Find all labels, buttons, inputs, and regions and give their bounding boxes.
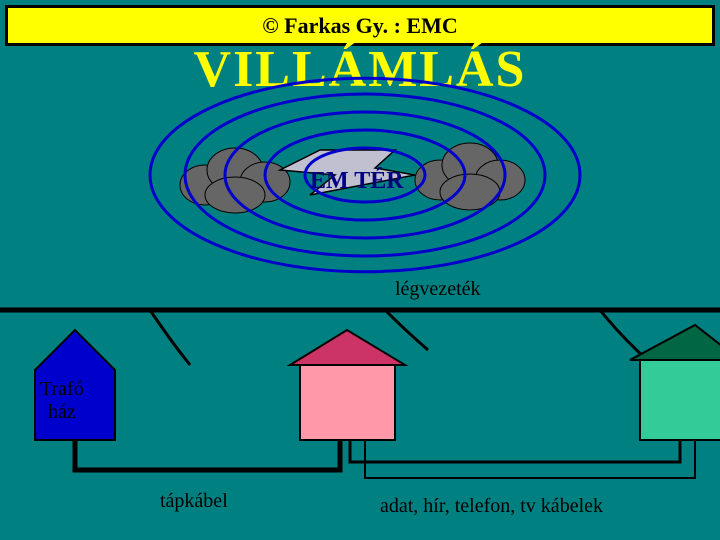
data-cable-line-2 (365, 440, 695, 478)
drop-line-2 (385, 310, 428, 350)
overhead-line-label: légvezeték (395, 278, 481, 301)
data-cable-label: adat, hír, telefon, tv kábelek (380, 495, 603, 518)
drop-line-1 (150, 310, 190, 365)
trafo-label: Trafó ház (40, 378, 84, 424)
diagram-scene (0, 0, 720, 540)
power-cable-label: tápkábel (160, 490, 228, 513)
house-green (630, 325, 720, 440)
cloud-right (415, 143, 525, 210)
data-cable-line-1 (350, 440, 680, 462)
drop-line-3 (600, 310, 645, 358)
power-cable-line (75, 440, 340, 470)
em-field-label: EM TÉR (310, 168, 404, 195)
house-pink (290, 330, 405, 440)
